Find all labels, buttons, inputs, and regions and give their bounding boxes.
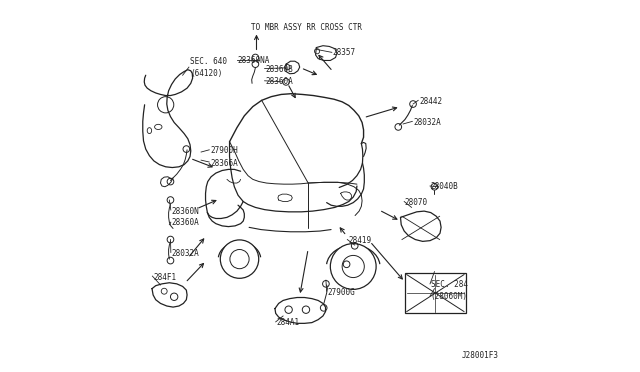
Text: 28360NA: 28360NA	[237, 56, 269, 65]
Text: J28001F3: J28001F3	[462, 351, 499, 360]
Text: 28366A: 28366A	[210, 158, 237, 168]
Text: 284F1: 284F1	[153, 273, 176, 282]
Text: 28360N: 28360N	[172, 206, 199, 216]
Bar	[405, 273, 466, 313]
Text: SEC. 640: SEC. 640	[190, 57, 227, 66]
Text: 28040B: 28040B	[431, 182, 458, 191]
Text: SEC. 284: SEC. 284	[431, 280, 468, 289]
Text: (28060M): (28060M)	[431, 292, 468, 301]
Text: 28032A: 28032A	[172, 249, 199, 258]
Text: 284A1: 284A1	[276, 318, 300, 327]
Text: 28419: 28419	[348, 236, 371, 245]
Text: TO MBR ASSY RR CROSS CTR: TO MBR ASSY RR CROSS CTR	[251, 23, 362, 32]
Text: 28032A: 28032A	[413, 118, 441, 127]
Circle shape	[220, 240, 259, 278]
Text: 28357: 28357	[333, 48, 356, 57]
Text: 28360B: 28360B	[266, 65, 293, 74]
Text: 28442: 28442	[419, 97, 442, 106]
Text: 28360A: 28360A	[266, 77, 293, 86]
Text: 28360A: 28360A	[172, 218, 199, 227]
Text: 27900H: 27900H	[210, 147, 237, 155]
Text: 28070: 28070	[405, 198, 428, 207]
Text: 27900G: 27900G	[328, 288, 355, 297]
Circle shape	[330, 244, 376, 289]
Text: (64120): (64120)	[190, 68, 223, 77]
